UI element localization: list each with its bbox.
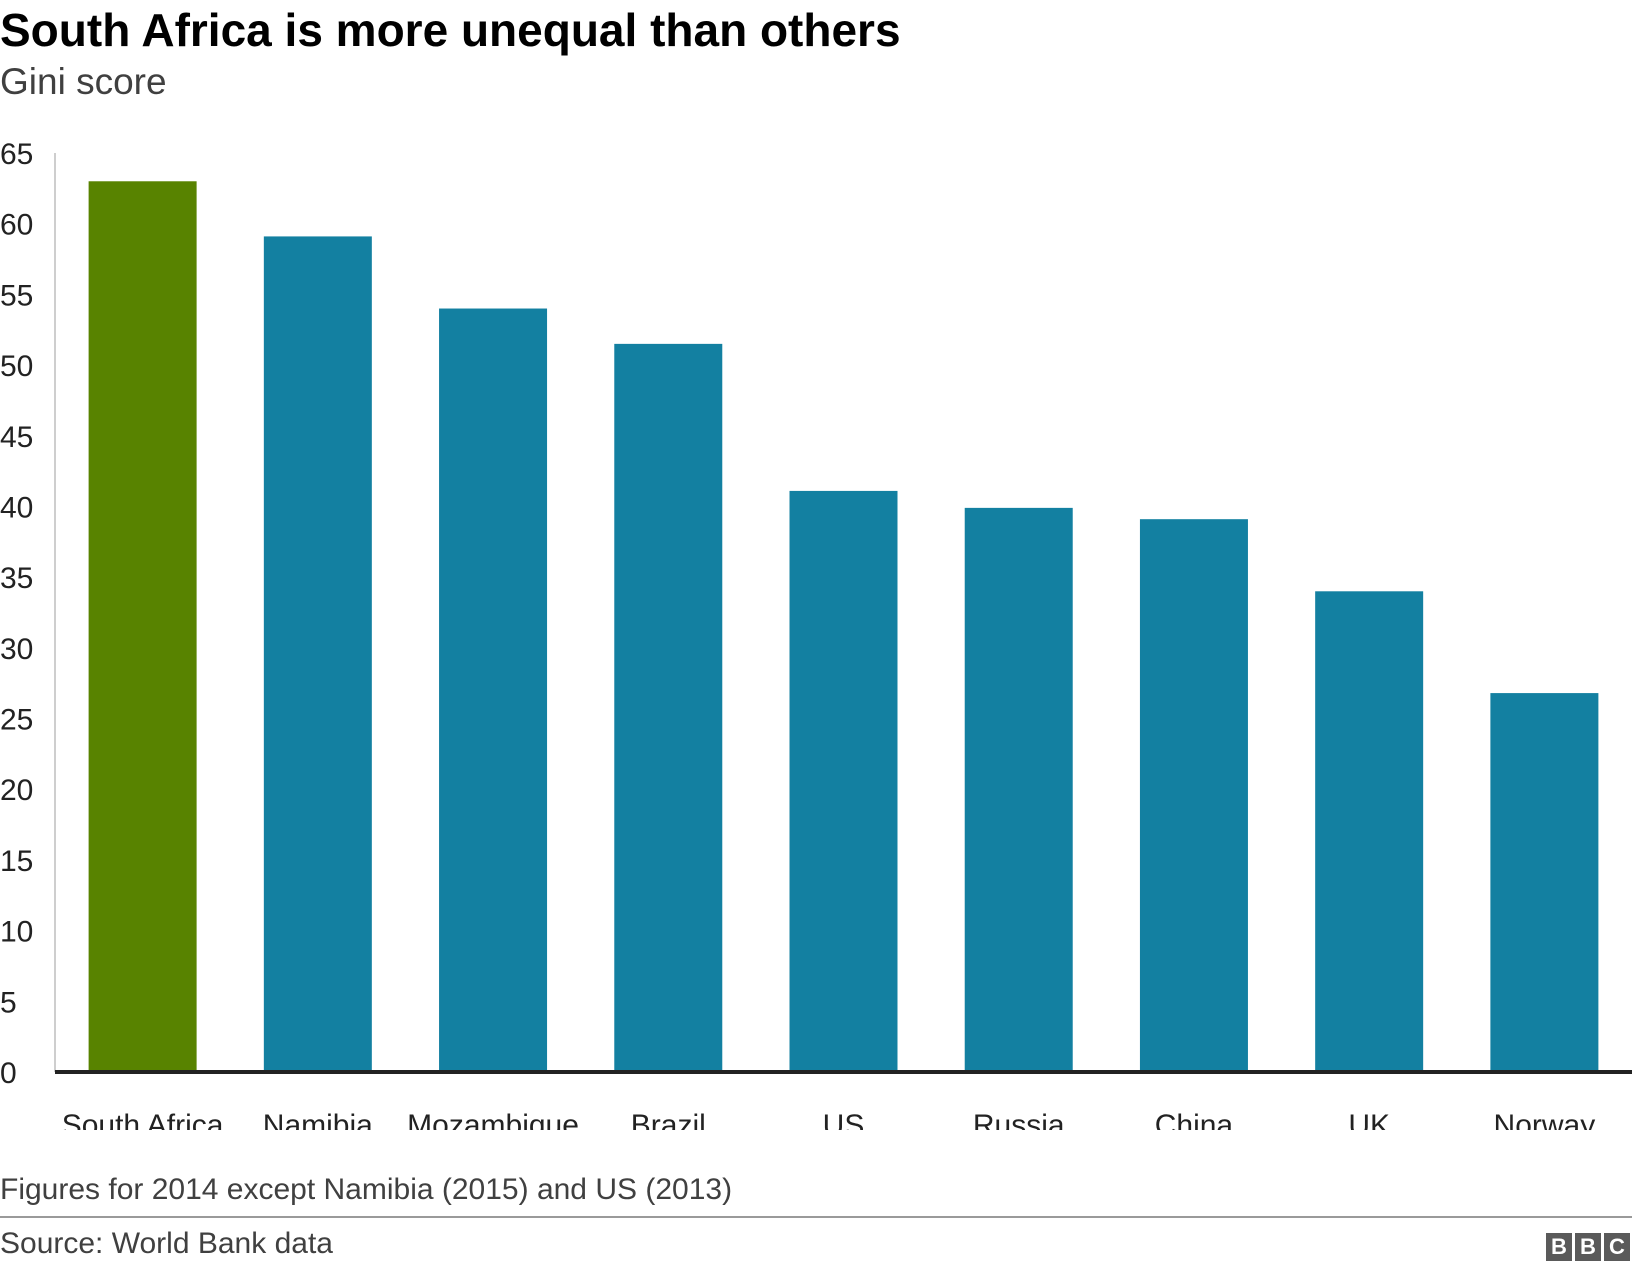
chart-title: South Africa is more unequal than others	[0, 4, 901, 56]
bbc-logo-letter-2: B	[1575, 1233, 1601, 1261]
y-tick-label: 60	[0, 209, 33, 242]
bbc-logo: B B C	[1546, 1233, 1630, 1261]
y-tick-label: 10	[0, 916, 33, 949]
bbc-logo-letter-3: C	[1604, 1233, 1630, 1261]
y-tick-label: 30	[0, 633, 33, 666]
x-tick-label: Norway	[1494, 1109, 1596, 1130]
x-tick-label: South Africa	[62, 1109, 224, 1130]
y-tick-label: 45	[0, 421, 33, 454]
y-tick-label: 20	[0, 774, 33, 807]
bar-south-africa	[88, 181, 197, 1072]
x-tick-label: China	[1155, 1109, 1234, 1130]
footer-divider	[0, 1216, 1632, 1218]
x-tick-label: Namibia	[263, 1109, 373, 1130]
bar-uk	[1315, 591, 1424, 1072]
bar-mozambique	[439, 308, 548, 1072]
chart-subtitle: Gini score	[0, 61, 167, 102]
x-tick-label: US	[823, 1109, 865, 1130]
y-tick-label: 50	[0, 350, 33, 383]
chart-note: Figures for 2014 except Namibia (2015) a…	[0, 1173, 733, 1206]
x-tick-label: UK	[1348, 1109, 1390, 1130]
y-tick-label: 55	[0, 279, 33, 312]
x-tick-label: Brazil	[631, 1109, 706, 1130]
bar-namibia	[263, 236, 372, 1072]
y-tick-label: 25	[0, 704, 33, 737]
y-tick-label: 15	[0, 845, 33, 878]
chart-source: Source: World Bank data	[0, 1227, 333, 1260]
x-tick-label: Russia	[973, 1109, 1065, 1130]
bar-brazil	[614, 343, 723, 1072]
y-tick-label: 0	[0, 1057, 17, 1090]
y-tick-label: 65	[0, 138, 33, 171]
bar-russia	[964, 507, 1073, 1073]
bar-chart: 0 5 10 15 20 25 30 35 40 45 50 55 60 65 South Africa Na…	[0, 138, 1632, 1130]
bar-norway	[1490, 693, 1599, 1072]
y-tick-label: 35	[0, 562, 33, 595]
bar-china	[1139, 519, 1248, 1072]
y-tick-label: 5	[0, 986, 17, 1019]
x-tick-label: Mozambique	[407, 1109, 579, 1130]
bar-us	[789, 490, 898, 1072]
y-tick-label: 40	[0, 491, 33, 524]
bbc-logo-letter-1: B	[1546, 1233, 1572, 1261]
